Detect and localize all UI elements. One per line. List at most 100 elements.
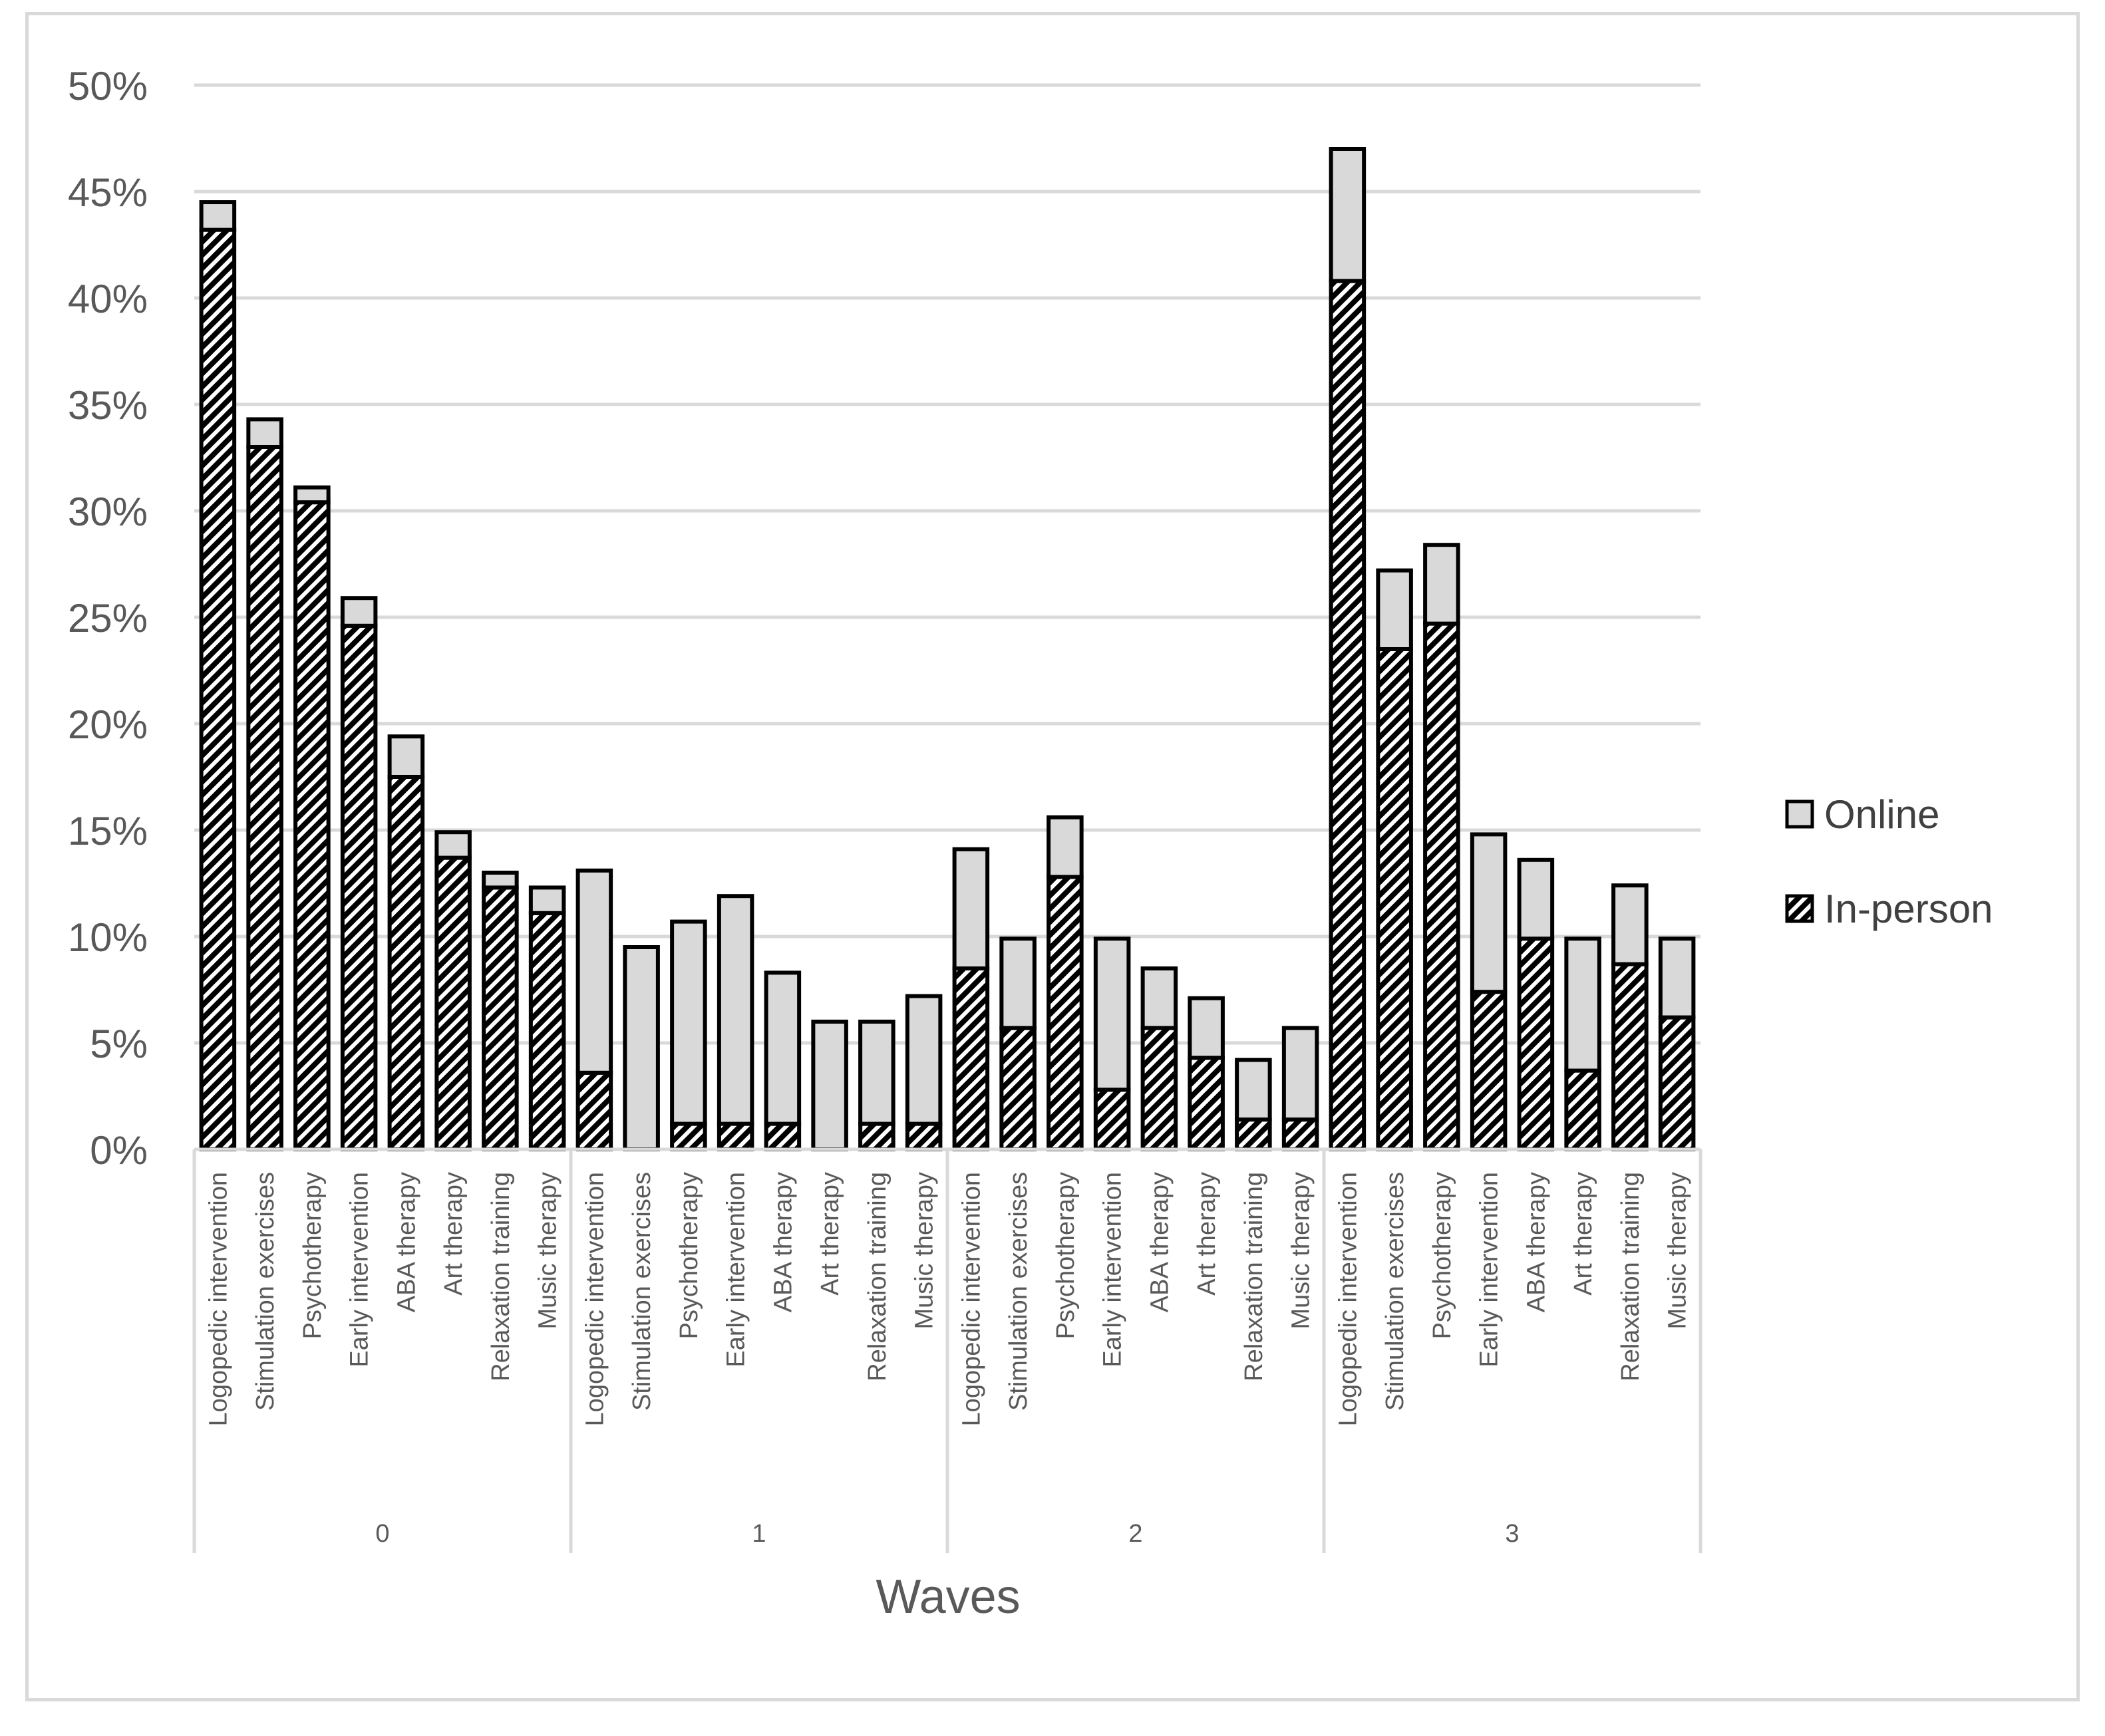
bar-in-person	[1093, 1087, 1131, 1152]
bar-in-person	[528, 911, 566, 1152]
bars	[199, 147, 1696, 1152]
bar-online	[1470, 832, 1508, 994]
y-tick-label: 15%	[68, 809, 148, 853]
x-category-label: Psychotherapy	[675, 1172, 703, 1339]
bar-in-person	[1188, 1056, 1225, 1152]
bar-in-person	[1658, 1015, 1696, 1151]
y-tick-label: 5%	[90, 1022, 148, 1066]
x-category-label: Early intervention	[346, 1172, 374, 1368]
bar-online	[1658, 937, 1696, 1020]
legend-label-in_person: In-person	[1824, 887, 1993, 931]
x-group-label: 3	[1505, 1520, 1519, 1548]
legend-swatch-in_person	[1785, 894, 1814, 923]
y-tick-label: 20%	[68, 702, 148, 747]
bar-online	[1517, 857, 1555, 941]
y-axis-ticks: 0% 5% 10% 15% 20% 25% 30% 35% 40% 45% 50%	[68, 64, 148, 1173]
bar-online	[1564, 937, 1601, 1073]
y-tick-label: 30%	[68, 490, 148, 534]
bar-online	[623, 945, 660, 1151]
bar-online	[1376, 568, 1413, 651]
bar-in-person	[434, 855, 472, 1151]
bar-online	[952, 847, 990, 971]
y-tick-label: 10%	[68, 915, 148, 960]
bar-in-person	[1423, 621, 1460, 1151]
x-category-label: Music therapy	[534, 1172, 562, 1330]
x-category-label: Logopedic intervention	[957, 1172, 985, 1426]
x-category-label: Music therapy	[911, 1172, 939, 1330]
bar-online	[717, 894, 754, 1126]
bar-online	[199, 200, 237, 232]
legend-swatch-online	[1785, 799, 1814, 829]
y-tick-label: 0%	[90, 1128, 148, 1173]
legend: Online In-person	[1785, 792, 1993, 931]
x-category-label: Music therapy	[1664, 1172, 1692, 1330]
x-group-label: 1	[752, 1520, 766, 1548]
bar-in-person	[905, 1121, 943, 1151]
bar-online	[434, 830, 472, 860]
bar-online	[528, 885, 566, 915]
y-tick-label: 50%	[68, 64, 148, 108]
x-category-label: Relaxation training	[1617, 1172, 1645, 1381]
bar-in-person	[387, 775, 425, 1151]
x-category-label: Logopedic intervention	[1334, 1172, 1362, 1426]
bar-in-person	[717, 1121, 754, 1151]
bar-in-person	[764, 1121, 802, 1151]
x-group-label: 2	[1128, 1520, 1142, 1548]
x-category-label: Stimulation exercises	[628, 1172, 656, 1411]
bar-online	[1047, 815, 1084, 879]
bar-online	[575, 868, 613, 1075]
bar-online	[764, 970, 802, 1126]
x-category-label: Early intervention	[1476, 1172, 1504, 1368]
x-category-label: ABA therapy	[1522, 1172, 1550, 1312]
x-category-label: Psychotherapy	[1428, 1172, 1456, 1339]
bar-in-person	[1611, 962, 1649, 1151]
bar-online	[482, 871, 519, 890]
x-category-label: Relaxation training	[1240, 1172, 1268, 1381]
bar-in-person	[293, 500, 331, 1151]
bar-online	[1329, 147, 1367, 283]
bar-online	[999, 937, 1037, 1030]
bar-in-person	[999, 1026, 1037, 1151]
bar-in-person	[858, 1121, 895, 1151]
x-category-label: Stimulation exercises	[1005, 1172, 1033, 1411]
bar-online	[811, 1020, 848, 1151]
x-axis-title: Waves	[876, 1570, 1020, 1624]
x-category-label: Art therapy	[440, 1172, 468, 1296]
bar-online	[1093, 937, 1131, 1092]
bar-in-person	[1329, 279, 1367, 1151]
x-category-label: Relaxation training	[864, 1172, 891, 1381]
x-category-label: Art therapy	[1193, 1172, 1221, 1296]
bar-in-person	[1235, 1117, 1272, 1151]
x-category-label: Stimulation exercises	[1381, 1172, 1409, 1411]
bar-online	[1281, 1026, 1319, 1122]
x-category-label: ABA therapy	[1146, 1172, 1174, 1312]
x-category-label: ABA therapy	[769, 1172, 797, 1312]
bar-online	[1235, 1058, 1272, 1122]
bar-online	[905, 994, 943, 1126]
x-category-label: Psychotherapy	[1052, 1172, 1080, 1339]
x-category-label: Logopedic intervention	[204, 1172, 232, 1426]
x-group-label: 0	[375, 1520, 389, 1548]
x-category-label: Psychotherapy	[299, 1172, 327, 1339]
x-category-label: Music therapy	[1287, 1172, 1315, 1330]
bar-in-person	[1517, 937, 1555, 1151]
x-category-label: ABA therapy	[393, 1172, 420, 1312]
bar-in-person	[199, 227, 237, 1152]
bar-in-person	[1281, 1117, 1319, 1151]
bar-online	[1423, 543, 1460, 626]
y-tick-label: 40%	[68, 277, 148, 321]
y-tick-label: 25%	[68, 596, 148, 641]
y-tick-label: 35%	[68, 383, 148, 428]
x-category-label: Early intervention	[723, 1172, 750, 1368]
bar-in-person	[246, 445, 283, 1151]
legend-label-online: Online	[1824, 792, 1939, 837]
y-tick-label: 45%	[68, 170, 148, 215]
bar-in-person	[1140, 1026, 1178, 1151]
bar-in-person	[952, 966, 990, 1151]
x-axis: Logopedic intervention Stimulation exerci…	[192, 1147, 1702, 1553]
chart-frame	[25, 12, 2080, 1701]
bar-online	[1611, 883, 1649, 966]
bar-online	[387, 734, 425, 779]
x-category-label: Early intervention	[1099, 1172, 1127, 1368]
